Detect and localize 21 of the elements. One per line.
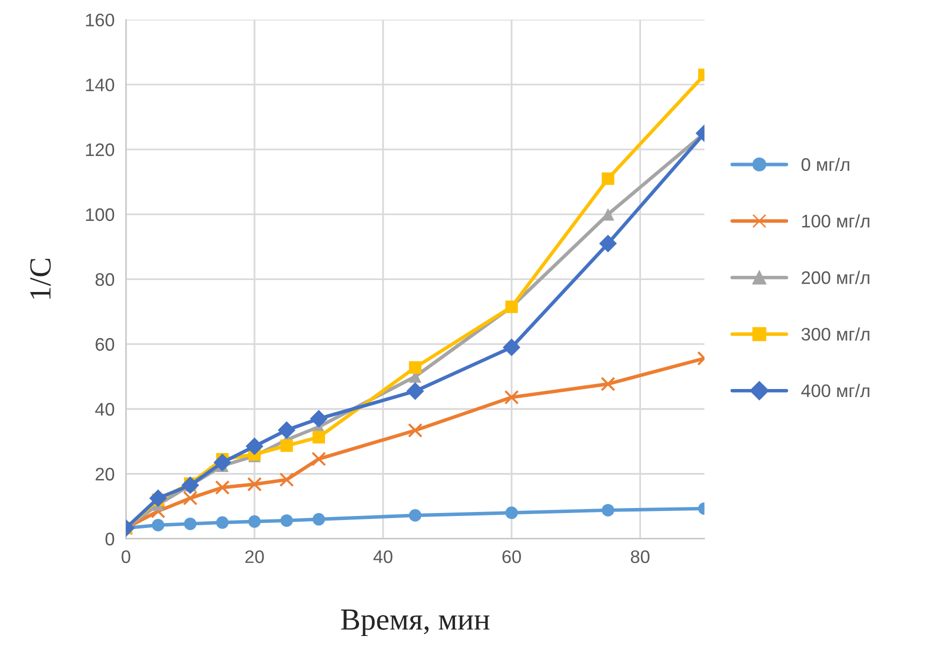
legend-label: 300 мг/л bbox=[802, 327, 870, 341]
x-tick-label: 20 bbox=[245, 550, 264, 564]
x-tick-label: 0 bbox=[122, 550, 130, 564]
y-tick-label: 120 bbox=[86, 143, 114, 156]
x-tick-label: 80 bbox=[630, 550, 650, 564]
y-tick-label: 80 bbox=[96, 273, 114, 286]
y-tick-label: 20 bbox=[96, 468, 114, 481]
x-tick-label: 60 bbox=[502, 550, 521, 564]
legend-label: 100 мг/л bbox=[802, 214, 870, 228]
y-axis-title: 1/C bbox=[30, 258, 51, 299]
x-tick-label: 40 bbox=[373, 550, 392, 564]
y-tick-label: 40 bbox=[95, 402, 114, 416]
legend-label: 200 мг/л bbox=[802, 270, 870, 284]
legend-label: 400 мг/л bbox=[801, 384, 870, 398]
x-axis-title: Время, мин bbox=[341, 610, 490, 636]
legend-label: 0 мг/л bbox=[802, 158, 850, 171]
y-tick-label: 0 bbox=[106, 532, 114, 546]
y-tick-label: 60 bbox=[96, 338, 114, 351]
y-tick-label: 160 bbox=[86, 14, 114, 26]
y-tick-label: 100 bbox=[86, 208, 114, 222]
y-tick-label: 140 bbox=[86, 78, 114, 92]
